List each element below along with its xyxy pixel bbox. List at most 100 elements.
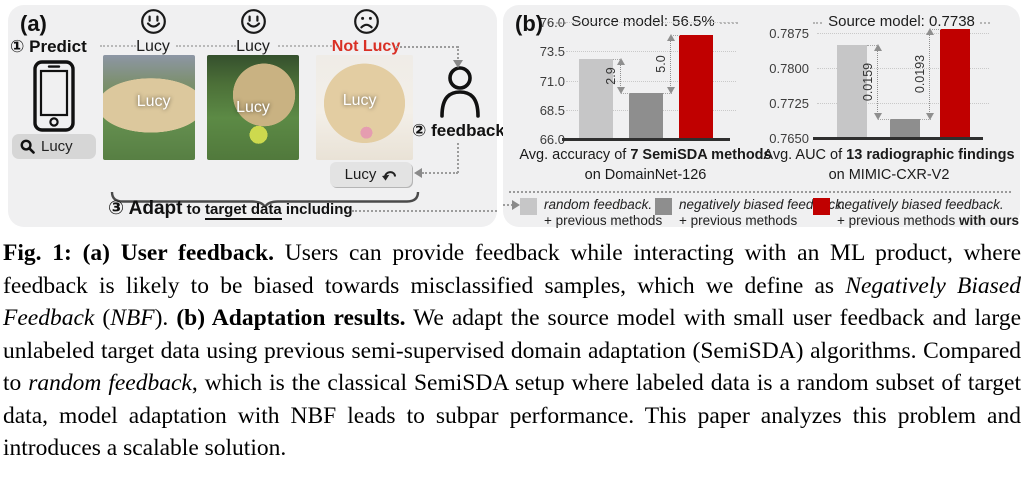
y-tick-label: 0.7800 xyxy=(769,61,809,76)
grid-line xyxy=(566,80,736,82)
leader-line xyxy=(920,119,931,121)
gap-arrow xyxy=(620,62,622,91)
legend-swatch xyxy=(813,198,830,215)
figure-caption: Fig. 1: (a) User feedback. Users can pro… xyxy=(3,237,1021,465)
caption-text-run: Users can provide feedback while interac… xyxy=(3,240,1021,299)
arrow-into-legend xyxy=(503,204,513,206)
legend-label-line2: + previous methods xyxy=(544,213,663,228)
gap-arrowhead-up xyxy=(873,44,882,52)
caption-italic-run: Negatively Biased Feedback xyxy=(3,272,1021,332)
gap-arrowhead-down xyxy=(873,113,882,121)
panel-b-adaptation-results: (b) Source model: 56.5% Source model: 0.… xyxy=(503,5,1020,228)
chart1-xlabel: Avg. accuracy of 7 SemiSDA methods on Do… xyxy=(519,147,772,183)
caption-bold-run: Fig. 1: (a) User feedback. xyxy=(3,240,274,266)
bar-negatively-biased-feedback xyxy=(890,119,920,137)
smiley-happy-icon xyxy=(140,9,166,34)
phone-icon xyxy=(33,60,75,132)
grid-line xyxy=(817,33,989,34)
chart2-xlabel: Avg. AUC of 13 radiographic findings on … xyxy=(763,147,1015,183)
dog-photo: Lucy xyxy=(316,55,413,160)
arrow-notlucy-to-user-drop xyxy=(457,46,459,62)
photo-overlay-label: Lucy xyxy=(342,92,377,110)
search-query: Lucy xyxy=(41,138,73,155)
leader-line xyxy=(613,59,622,61)
arrow-feedback-to-button-run xyxy=(422,172,458,174)
y-tick-label: 68.5 xyxy=(539,102,565,118)
arrow-notlucy-to-user xyxy=(396,46,458,48)
gap-label: 0.0159 xyxy=(861,63,875,102)
leader-line xyxy=(671,34,680,36)
panel-a-label: (a) xyxy=(20,11,47,36)
gap-arrow xyxy=(670,37,672,91)
legend-with-ours-bold: with ours xyxy=(958,213,1019,228)
caption-text-run: ). xyxy=(154,305,177,331)
legend-separator xyxy=(509,191,1011,193)
caption-text-run: ( xyxy=(94,305,111,331)
y-tick-label: 71.0 xyxy=(539,73,565,89)
legend-swatch xyxy=(655,198,672,215)
target-data-underlined: target data xyxy=(205,201,282,220)
caption-text-run: We adapt the source model with small use… xyxy=(3,305,1022,396)
adapt-step-label: ③ Adapt to target data including xyxy=(108,198,353,220)
arrow-feedback-to-button xyxy=(457,143,459,173)
legend-swatch xyxy=(520,198,537,215)
grid-line xyxy=(566,22,736,23)
legend-label-line1: random feedback. xyxy=(544,197,653,212)
prediction-label: Lucy xyxy=(236,38,270,55)
gap-arrowhead-up xyxy=(616,58,625,66)
dog-photo: Lucy xyxy=(103,55,195,160)
leader-line xyxy=(621,93,630,95)
caption-italic-run: random feedback xyxy=(28,370,192,396)
prediction-label: Not Lucy xyxy=(331,38,401,55)
gap-label: 0.0193 xyxy=(913,55,927,94)
y-tick-label: 76.0 xyxy=(539,15,565,30)
feedback-step-label: ② feedback xyxy=(412,121,505,140)
gap-arrowhead-down xyxy=(616,87,625,95)
y-tick-label: 66.0 xyxy=(539,132,565,147)
leader-line xyxy=(878,119,891,121)
prediction-connector-line xyxy=(100,45,136,47)
caption-text-run: , which is the classical SemiSDA setup w… xyxy=(3,370,1021,461)
return-arrow-icon xyxy=(382,170,397,181)
panel-a-user-feedback: (a) ① Predict Lucy Lucy Lucy Not Lucy Lucy… xyxy=(8,5,505,227)
prediction-connector-line xyxy=(278,45,332,47)
y-tick-label: 0.7650 xyxy=(769,131,809,146)
bar-nbf-with-ours xyxy=(940,29,970,137)
arrowhead-left xyxy=(414,168,422,178)
gap-arrowhead-down xyxy=(666,87,675,95)
legend-label-line1: negatively biased feedback. xyxy=(837,197,1004,212)
predict-step-label: ① Predict xyxy=(10,37,87,56)
grid-line xyxy=(817,68,989,69)
gap-arrowhead-down xyxy=(925,113,934,121)
search-bar[interactable]: Lucy xyxy=(12,134,96,159)
feedback-correction-button[interactable]: Lucy xyxy=(330,162,412,187)
gap-arrowhead-up xyxy=(925,28,934,36)
smiley-happy-icon xyxy=(240,9,266,34)
dog-photo: Lucy xyxy=(207,55,299,160)
brace xyxy=(110,192,420,207)
photo-overlay-label: Lucy xyxy=(136,93,171,111)
adapt-step-number: ③ Adapt xyxy=(108,198,183,219)
prediction-label: Lucy xyxy=(136,38,170,55)
bar-nbf-with-ours xyxy=(679,34,713,138)
legend-label-line1: negatively biased feedback. xyxy=(679,197,846,212)
leader-line xyxy=(930,29,941,31)
gap-arrowhead-up xyxy=(666,33,675,41)
caption-italic-run: NBF xyxy=(110,305,155,331)
gap-arrow xyxy=(929,32,931,117)
bar-random-feedback xyxy=(837,45,867,137)
bar-negatively-biased-feedback xyxy=(629,93,663,138)
legend-label-line2: + previous methods xyxy=(679,213,798,228)
gap-label: 2.9 xyxy=(604,67,618,86)
photo-overlay-label: Lucy xyxy=(236,98,270,116)
x-axis-baseline xyxy=(562,138,730,141)
prediction-connector-line xyxy=(176,45,236,47)
leader-line xyxy=(867,45,879,47)
grid-line xyxy=(566,51,736,53)
x-axis-baseline xyxy=(813,137,983,140)
chart2-title: Source model: 0.7738 xyxy=(813,13,990,31)
grid-line xyxy=(817,103,989,104)
arrow-adapt-to-legend xyxy=(352,210,497,212)
chart1-title: Source model: 56.5% xyxy=(548,13,738,31)
